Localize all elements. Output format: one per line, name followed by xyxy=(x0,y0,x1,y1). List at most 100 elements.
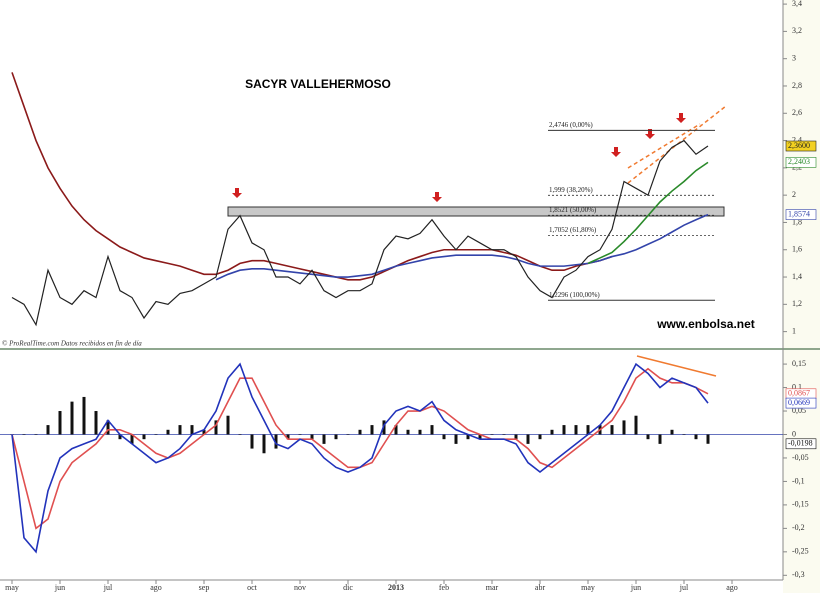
arrow xyxy=(645,129,655,139)
y-tick-label: 1 xyxy=(792,326,796,335)
y-tick-label: 1,2 xyxy=(792,299,802,308)
y-tick-label: 2,6 xyxy=(792,108,802,117)
x-tick-label: ago xyxy=(726,583,738,592)
x-tick-label: jul xyxy=(679,583,689,592)
last-value-box xyxy=(785,209,817,220)
histogram-bar xyxy=(430,425,434,435)
trend-line xyxy=(627,123,701,169)
histogram-bar xyxy=(442,434,446,440)
histogram-bar xyxy=(370,425,374,435)
histogram-bar xyxy=(562,425,566,435)
last-value-label: -0,0198 xyxy=(788,439,813,448)
histogram-bar xyxy=(70,401,74,435)
x-tick-label: mar xyxy=(486,583,499,592)
series-line xyxy=(11,362,709,554)
last-value-box xyxy=(785,157,817,168)
y-tick-label: 0,05 xyxy=(792,406,806,415)
histogram-bar xyxy=(514,434,518,440)
y-tick-label: -0,2 xyxy=(792,523,805,532)
histogram-bar xyxy=(526,434,530,444)
histogram-bar xyxy=(214,420,218,435)
last-value-label: 0,0867 xyxy=(788,389,810,398)
histogram-bar xyxy=(658,434,662,444)
y-tick-label: 3 xyxy=(792,54,796,63)
chart-title: SACYR VALLEHERMOSO xyxy=(245,77,391,91)
histogram-bar xyxy=(190,425,194,435)
x-tick-label: jul xyxy=(103,583,113,592)
histogram-bar xyxy=(154,434,158,435)
y-tick-label: -0,1 xyxy=(792,476,805,485)
histogram-bar xyxy=(94,411,98,435)
y-tick-label: -0,05 xyxy=(792,453,809,462)
y-tick-label: 2,4 xyxy=(792,135,802,144)
last-value-box xyxy=(785,438,817,450)
histogram-bar xyxy=(262,434,266,454)
histogram-bar xyxy=(358,429,362,435)
x-tick-label: may xyxy=(581,583,595,592)
y-tick-label: 1,4 xyxy=(792,272,802,281)
histogram-bar xyxy=(454,434,458,444)
histogram-bar xyxy=(58,411,62,435)
histogram-bar xyxy=(382,420,386,435)
histogram-bar xyxy=(334,434,338,440)
last-value-label: 1,8574 xyxy=(788,209,810,218)
histogram-bar xyxy=(310,434,314,440)
arrows xyxy=(232,113,686,202)
x-tick-label: jun xyxy=(630,583,641,592)
y-tick-label: 3,2 xyxy=(792,26,802,35)
y-tick-label: 3,4 xyxy=(792,0,802,8)
last-value-label: 2,2403 xyxy=(788,157,810,166)
histogram-bar xyxy=(322,434,326,444)
histogram-bar xyxy=(82,396,86,435)
x-tick-label: dic xyxy=(343,583,353,592)
histogram-bar xyxy=(670,429,674,435)
fib-label: 1,999 (38,20%) xyxy=(549,186,593,194)
y-tick-label: 1,6 xyxy=(792,245,802,254)
x-tick-label: oct xyxy=(247,583,258,592)
arrow xyxy=(232,188,242,198)
histogram-bar xyxy=(46,425,50,435)
x-tick-label: nov xyxy=(294,583,306,592)
x-tick-label: sep xyxy=(199,583,210,592)
arrow xyxy=(432,192,442,202)
x-tick-label: ago xyxy=(150,583,162,592)
fib-label: 1,7052 (61,80%) xyxy=(549,226,597,234)
histogram-bar xyxy=(346,434,350,435)
histogram-bar xyxy=(502,434,506,435)
watermark: www.enbolsa.net xyxy=(656,317,755,331)
histogram-bar xyxy=(574,425,578,435)
histogram-bar xyxy=(202,429,206,435)
histogram-bar xyxy=(490,434,494,435)
series-line xyxy=(587,161,709,265)
trend-lines xyxy=(627,105,727,377)
histogram-bar xyxy=(142,434,146,440)
y-tick-label: 0 xyxy=(792,429,796,438)
histogram-bar xyxy=(694,434,698,440)
last-value-box xyxy=(785,140,817,152)
histogram-bar xyxy=(274,434,278,449)
y-tick-label: 0,1 xyxy=(792,382,802,391)
histogram-bar xyxy=(118,434,122,440)
y-tick-label: 1,8 xyxy=(792,217,802,226)
histogram-bar xyxy=(178,425,182,435)
x-tick-label: abr xyxy=(535,583,546,592)
histogram-bar xyxy=(226,415,230,435)
histogram-bar xyxy=(550,429,554,435)
resistance-band xyxy=(227,206,725,217)
last-value-label: 2,3600 xyxy=(788,141,810,150)
x-tick-label: jun xyxy=(54,583,65,592)
y-tick-label: -0,3 xyxy=(792,570,805,579)
arrow xyxy=(611,147,621,157)
y-tick-label: -0,25 xyxy=(792,547,809,556)
histogram-bar xyxy=(22,434,26,435)
histogram-bar xyxy=(706,434,710,444)
histogram-bar xyxy=(538,434,542,440)
histogram-bar xyxy=(166,429,170,435)
series-line xyxy=(215,213,709,281)
histogram-bar xyxy=(610,425,614,435)
last-value-label: 0,0669 xyxy=(788,398,810,407)
x-tick-label: feb xyxy=(439,583,449,592)
y-tick-label: 0,15 xyxy=(792,359,806,368)
